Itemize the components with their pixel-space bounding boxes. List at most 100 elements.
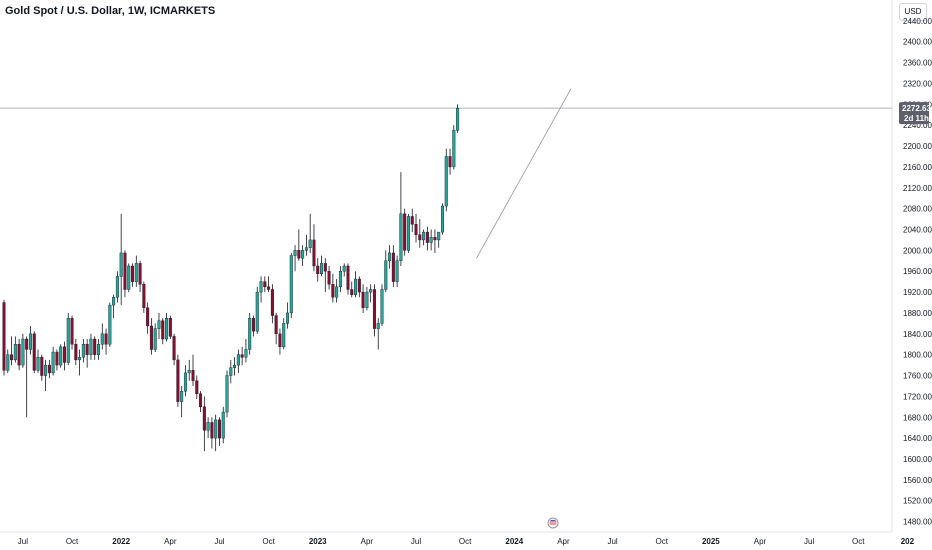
currency-button[interactable]: USD [899, 3, 927, 21]
candle-body [270, 289, 274, 316]
candle [112, 294, 116, 319]
candle-body [81, 344, 85, 358]
candle [372, 284, 376, 337]
price-tick-label: 1640.00 [903, 434, 932, 443]
candle-body [13, 344, 17, 361]
candle [165, 312, 169, 342]
time-tick-label: Jul [804, 537, 814, 546]
time-axis[interactable]: Jul Oct 2022 Apr Jul Oct 2023 Apr Jul Oct 2024 Apr J… [18, 537, 915, 546]
candle-body [395, 260, 399, 282]
candle-body [327, 271, 331, 285]
price-tick-label: 2400.00 [903, 38, 932, 47]
candle [270, 284, 274, 324]
price-tick-label: 2320.00 [903, 79, 932, 88]
price-tick-label: 2160.00 [903, 163, 932, 172]
candle [437, 231, 441, 248]
price-tick-label: 1480.00 [903, 518, 932, 527]
price-tick-label: 1920.00 [903, 288, 932, 297]
candle [236, 349, 240, 373]
candle-body [320, 263, 324, 275]
candle [123, 250, 127, 298]
price-axis[interactable]: 2440.002400.002360.002320.002280.002240.… [903, 17, 932, 527]
candle [176, 354, 180, 407]
candle-body [289, 255, 293, 314]
candle [410, 208, 414, 233]
candle-body [199, 393, 203, 408]
candle [108, 302, 112, 347]
candle-body [263, 281, 267, 288]
candle-body [62, 346, 66, 363]
price-tick-label: 1880.00 [903, 309, 932, 318]
time-tick-label: Jul [411, 537, 421, 546]
time-tick-label: Apr [361, 537, 374, 546]
candle [40, 354, 44, 381]
candle-body [78, 357, 82, 361]
candle-body [251, 317, 255, 332]
candle [214, 414, 218, 452]
price-tick-label: 2040.00 [903, 225, 932, 234]
candle-body [456, 107, 460, 131]
candle [320, 255, 324, 277]
time-tick-label: Jul [214, 537, 224, 546]
candle-body [74, 344, 78, 361]
candle [357, 276, 361, 298]
candle [78, 349, 82, 376]
candle [134, 255, 138, 287]
price-tick-label: 1560.00 [903, 476, 932, 485]
candle [308, 213, 312, 253]
candle [414, 213, 418, 243]
candle-body [157, 320, 161, 329]
candle [104, 328, 108, 355]
candle-body [429, 237, 433, 243]
candle [142, 281, 146, 313]
candle-body [206, 422, 210, 431]
candle [32, 331, 36, 373]
candle-body [202, 406, 206, 431]
candle [240, 346, 244, 366]
time-tick-label: Oct [66, 537, 79, 546]
candle-body [131, 265, 135, 282]
candle [115, 271, 119, 303]
candle-body [108, 304, 112, 345]
candle-body [217, 419, 221, 439]
candle [350, 281, 354, 298]
candle [384, 250, 388, 293]
candle [119, 213, 123, 306]
candle [444, 148, 448, 212]
candle [217, 417, 221, 446]
candle [304, 234, 308, 256]
economic-events-icon[interactable] [547, 517, 559, 529]
candle-body [214, 419, 218, 439]
candle-body [168, 317, 172, 337]
candle-body [425, 231, 429, 243]
candle-body [93, 338, 97, 355]
candle [380, 284, 384, 326]
candle [274, 312, 278, 345]
candle [248, 312, 252, 355]
candle [172, 333, 176, 366]
candle-body [440, 205, 444, 233]
candle [286, 302, 290, 329]
candle-body [191, 370, 195, 381]
candle-body [66, 317, 70, 363]
candle-body [452, 130, 456, 168]
candle-body [119, 252, 123, 277]
candle-body [153, 328, 157, 350]
candle [187, 359, 191, 381]
candle [354, 271, 358, 298]
candle-body [115, 276, 119, 298]
price-tag-background [899, 102, 929, 125]
candle-body [350, 289, 354, 295]
price-tick-label: 2200.00 [903, 142, 932, 151]
candle [388, 245, 392, 269]
candle [391, 245, 395, 287]
trendline[interactable] [476, 88, 572, 259]
candle-body [100, 333, 104, 345]
candle-body [55, 351, 59, 366]
candle-body [149, 325, 153, 350]
price-tick-label: 2360.00 [903, 59, 932, 68]
candle [403, 208, 407, 256]
time-tick-label: Jul [607, 537, 617, 546]
candle-body [380, 289, 384, 324]
